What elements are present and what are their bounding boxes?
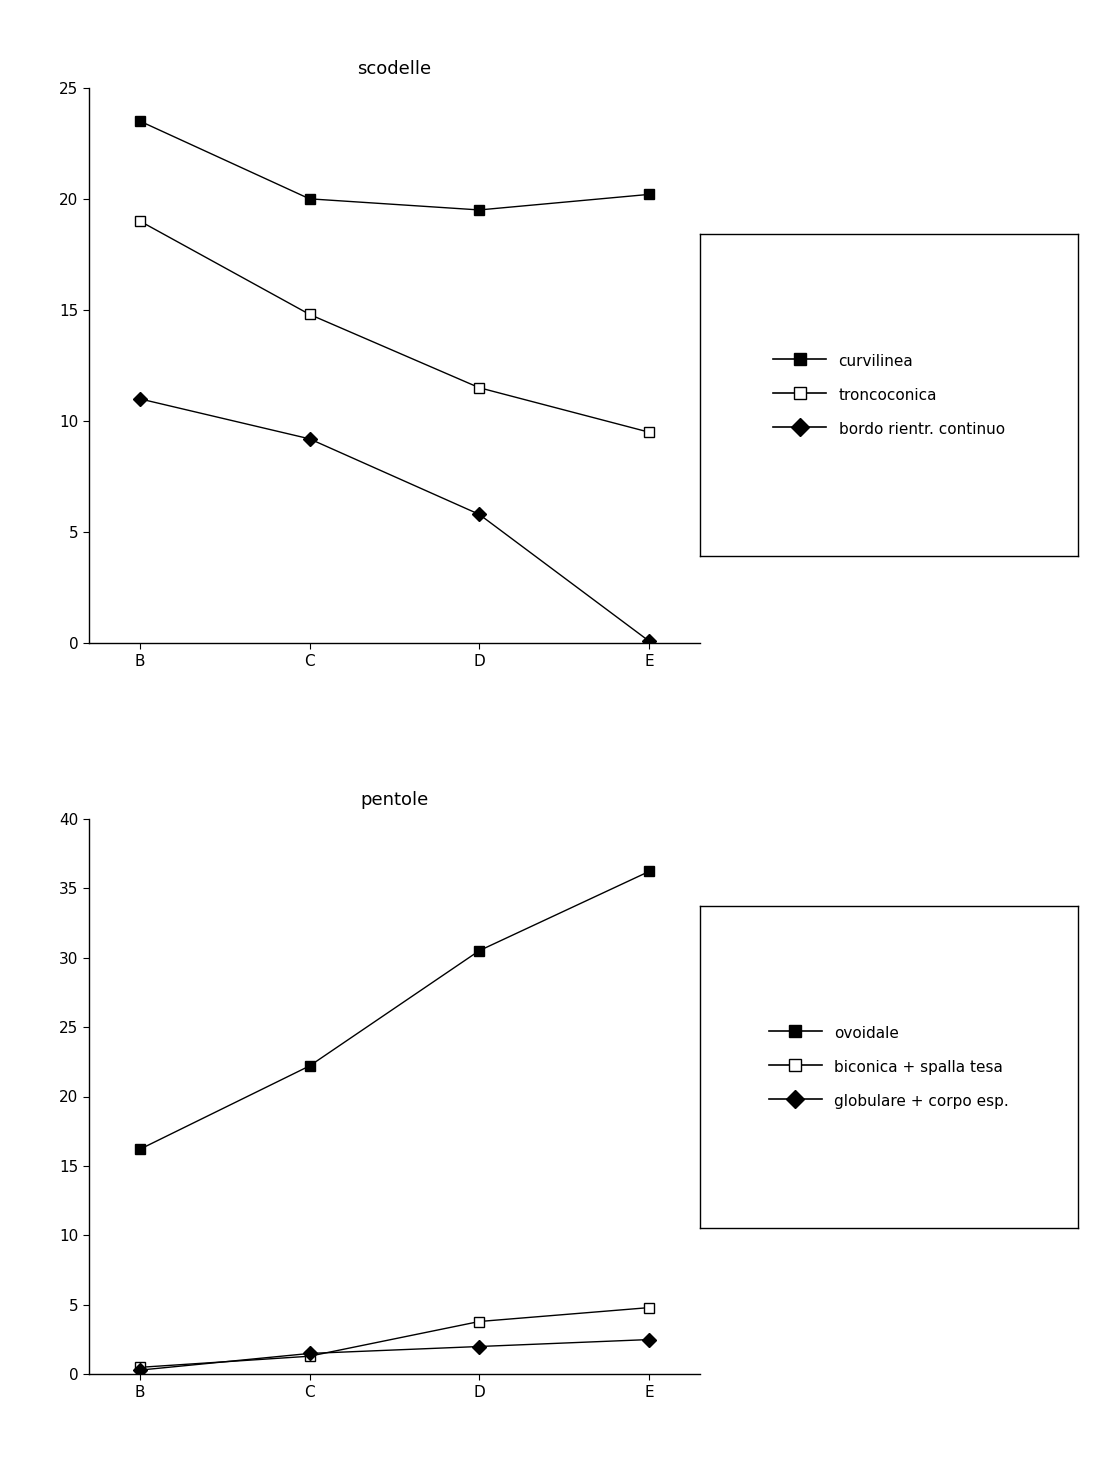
Legend: curvilinea, troncoconica, bordo rientr. continuo: curvilinea, troncoconica, bordo rientr. … (765, 344, 1012, 446)
Title: pentole: pentole (360, 791, 429, 808)
Legend: ovoidale, biconica + spalla tesa, globulare + corpo esp.: ovoidale, biconica + spalla tesa, globul… (761, 1016, 1017, 1118)
Title: scodelle: scodelle (358, 60, 431, 77)
